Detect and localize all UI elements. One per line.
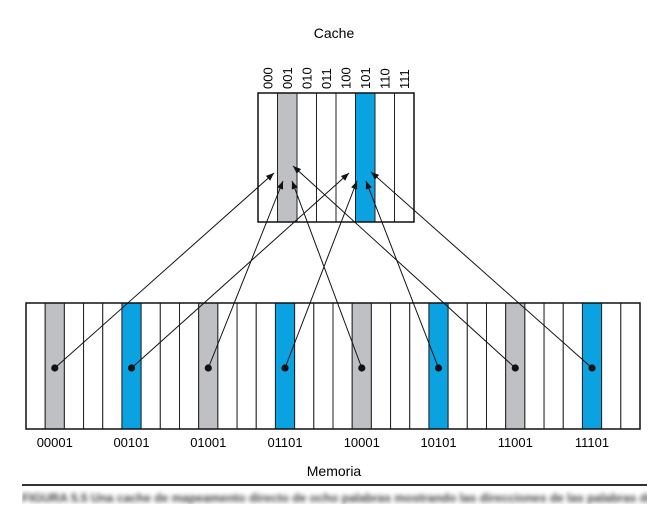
memory-block — [64, 303, 83, 429]
memory-block — [103, 303, 122, 429]
memory-address-label: 10101 — [420, 435, 456, 450]
memory-block — [26, 303, 45, 429]
memory-address-label: 00101 — [113, 435, 149, 450]
memory-block — [544, 303, 563, 429]
memory-block — [602, 303, 621, 429]
cache-index-label: 111 — [397, 69, 412, 89]
memory-address-label: 00001 — [37, 435, 73, 450]
cache-index-label: 010 — [299, 67, 314, 89]
cache-index-label: 000 — [260, 67, 275, 89]
memory-block-array — [26, 303, 640, 429]
mapping-source-dot — [205, 364, 212, 371]
mapping-source-dot — [51, 364, 58, 371]
memory-block — [371, 303, 390, 429]
mapping-source-dot — [588, 364, 595, 371]
memory-address-label: 10001 — [344, 435, 380, 450]
memory-address-label: 11001 — [498, 435, 533, 450]
memory-block — [621, 303, 640, 429]
memory-address-labels: 00001 00101 01001 01101 10001 10101 11001 11101 — [37, 435, 609, 450]
memory-block — [237, 303, 256, 429]
cache-slot — [278, 93, 298, 222]
cache-index-label: 101 — [358, 67, 373, 89]
mapping-source-dot — [358, 364, 365, 371]
memory-block — [525, 303, 544, 429]
cache-slot — [375, 93, 395, 222]
cache-index-label: 110 — [377, 68, 392, 89]
memory-block — [391, 303, 410, 429]
memory-block — [84, 303, 103, 429]
memory-address-label: 01001 — [190, 435, 226, 450]
memory-address-label: 01101 — [267, 435, 302, 450]
memory-block — [160, 303, 179, 429]
memory-block — [333, 303, 352, 429]
mapping-source-dot — [435, 364, 442, 371]
mapping-source-dot — [512, 364, 519, 371]
cache-slot — [395, 93, 415, 222]
memory-block — [295, 303, 314, 429]
mapping-source-dot — [128, 364, 135, 371]
memory-block — [467, 303, 486, 429]
cache-title: Cache — [314, 25, 355, 41]
memory-address-label: 11101 — [575, 435, 609, 450]
figure-caption: FIGURA 5.5 Una cache de mapeamento direc… — [22, 490, 647, 504]
figure-caption-text: FIGURA 5.5 Una cache de mapeamento direc… — [22, 491, 647, 504]
memory-title: Memoria — [307, 463, 362, 479]
memory-block — [218, 303, 237, 429]
memory-block — [410, 303, 429, 429]
memory-block — [314, 303, 333, 429]
cache-slot — [356, 93, 376, 222]
memory-block — [256, 303, 275, 429]
cache-index-label: 100 — [338, 67, 353, 89]
cache-index-label: 011 — [319, 68, 334, 89]
cache-index-label: 001 — [280, 67, 295, 89]
memory-block — [141, 303, 160, 429]
memory-block — [563, 303, 582, 429]
cache-block-array: 000 001 010 011 100 101 110 111 — [258, 67, 414, 222]
memory-block — [487, 303, 506, 429]
cache-slot — [336, 93, 356, 222]
mapping-source-dot — [281, 364, 288, 371]
